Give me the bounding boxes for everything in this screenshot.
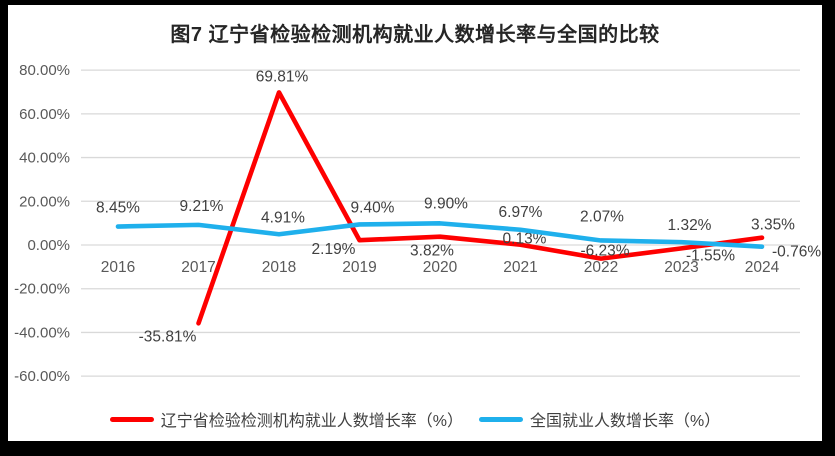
data-label-national: 8.45%: [96, 200, 140, 217]
data-label-liaoning: 69.81%: [256, 68, 309, 85]
legend-swatch-liaoning-line: [109, 416, 154, 422]
legend-label-national: 全国就业人数增长率（%）: [530, 413, 721, 430]
series-line-national: [115, 221, 765, 249]
data-label-national: 4.91%: [261, 209, 305, 226]
data-label-national: 2.07%: [580, 208, 624, 225]
x-axis-year-label: 2018: [262, 259, 296, 276]
x-axis-year-label: 2020: [423, 259, 458, 276]
chart-panel: 图7 辽宁省检验检测机构就业人数增长率与全国的比较 80.00% 60.00% 40…: [8, 5, 822, 441]
series-line-liaoning: [196, 90, 765, 326]
chart-legend: 辽宁省检验检测机构就业人数增长率（%） 全国就业人数增长率（%）: [8, 407, 822, 431]
y-axis-tick-label: 0.00%: [27, 237, 70, 254]
data-label-liaoning: 2.19%: [312, 241, 356, 258]
y-axis-tick-label: 60.00%: [19, 106, 70, 123]
legend-item-liaoning: 辽宁省检验检测机构就业人数增长率（%）: [109, 407, 463, 431]
line-chart-plot-area: 80.00% 60.00% 40.00% 20.00% 0.00% -20.00% -40.…: [14, 62, 821, 385]
x-axis-year-label: 2021: [503, 259, 537, 276]
y-axis-tick-label: 20.00%: [19, 193, 70, 210]
data-label-liaoning: -35.81%: [139, 328, 197, 345]
data-label-national: 9.40%: [351, 199, 395, 216]
y-axis-tick-label: -40.00%: [14, 324, 70, 341]
x-axis-year-label: 2022: [584, 259, 618, 276]
legend-label-liaoning: 辽宁省检验检测机构就业人数增长率（%）: [160, 413, 463, 430]
x-axis-year-label: 2024: [745, 259, 780, 276]
x-axis-year-label: 2016: [101, 259, 135, 276]
data-label-liaoning: -1.55%: [686, 247, 735, 264]
data-label-liaoning: 3.35%: [751, 217, 795, 234]
legend-swatch-national-line: [479, 416, 523, 422]
data-label-national: 6.97%: [499, 204, 543, 221]
y-axis-tick-label: -60.00%: [14, 368, 70, 385]
data-label-liaoning: -6.23%: [580, 243, 629, 260]
y-axis-tick-label: 80.00%: [19, 62, 70, 79]
legend-item-national: 全国就业人数增长率（%）: [479, 407, 720, 431]
data-label-national: -0.76%: [772, 244, 821, 261]
data-label-liaoning: 0.13%: [503, 231, 547, 248]
data-label-national: 9.21%: [180, 198, 224, 215]
data-label-national: 1.32%: [668, 217, 712, 234]
chart-title: 图7 辽宁省检验检测机构就业人数增长率与全国的比较: [170, 24, 660, 46]
x-axis-year-label: 2023: [664, 259, 698, 276]
x-axis-year-label: 2017: [181, 259, 215, 276]
data-label-national: 9.90%: [424, 195, 468, 212]
y-axis-tick-label: 40.00%: [19, 150, 70, 167]
x-axis-year-label: 2019: [342, 259, 376, 276]
data-label-liaoning: 3.82%: [410, 243, 454, 260]
y-axis-tick-label: -20.00%: [14, 281, 70, 298]
